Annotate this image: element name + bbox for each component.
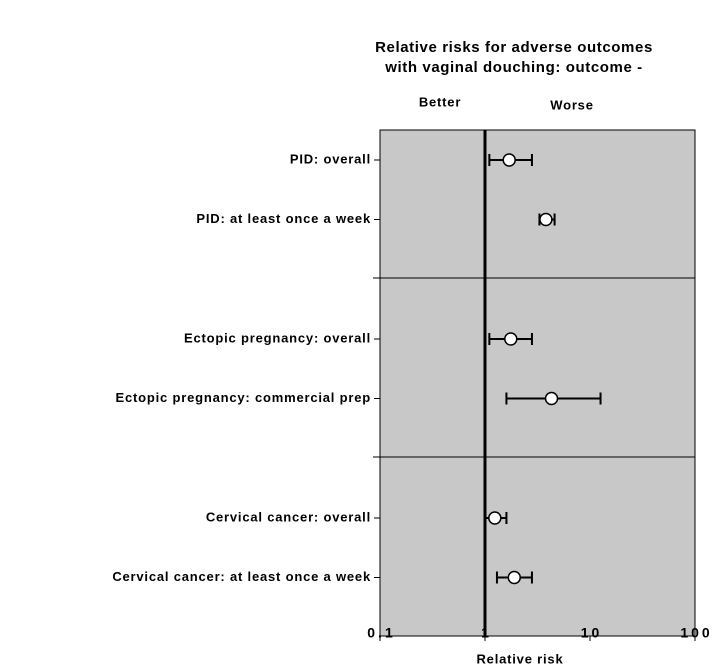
point <box>504 332 518 346</box>
y-tick-label: Cervical cancer: overall <box>206 509 371 524</box>
y-tick-label: PID: overall <box>290 151 371 166</box>
y-tick-label: PID: at least once a week <box>196 211 371 226</box>
x-axis-label: Relative risk <box>476 651 563 666</box>
plot-area <box>379 129 696 637</box>
point <box>502 153 516 167</box>
x-tick-label: 0.1 <box>367 625 395 641</box>
chart-title: with vaginal douching: outcome - <box>384 59 643 76</box>
x-tick-label: 100 <box>680 625 712 641</box>
side-label: Better <box>419 94 461 109</box>
point <box>539 212 553 227</box>
y-tick-label: Ectopic pregnancy: overall <box>184 330 371 345</box>
y-tick-label: Ectopic pregnancy: commercial prep <box>116 390 372 405</box>
point <box>488 511 502 525</box>
side-label: Worse <box>550 97 594 112</box>
x-tick-label: 10 <box>581 625 603 641</box>
point <box>544 391 559 406</box>
chart-title: Relative risks for adverse outcomes <box>375 39 653 56</box>
point <box>507 570 522 585</box>
y-tick-label: Cervical cancer: at least once a week <box>112 569 371 584</box>
